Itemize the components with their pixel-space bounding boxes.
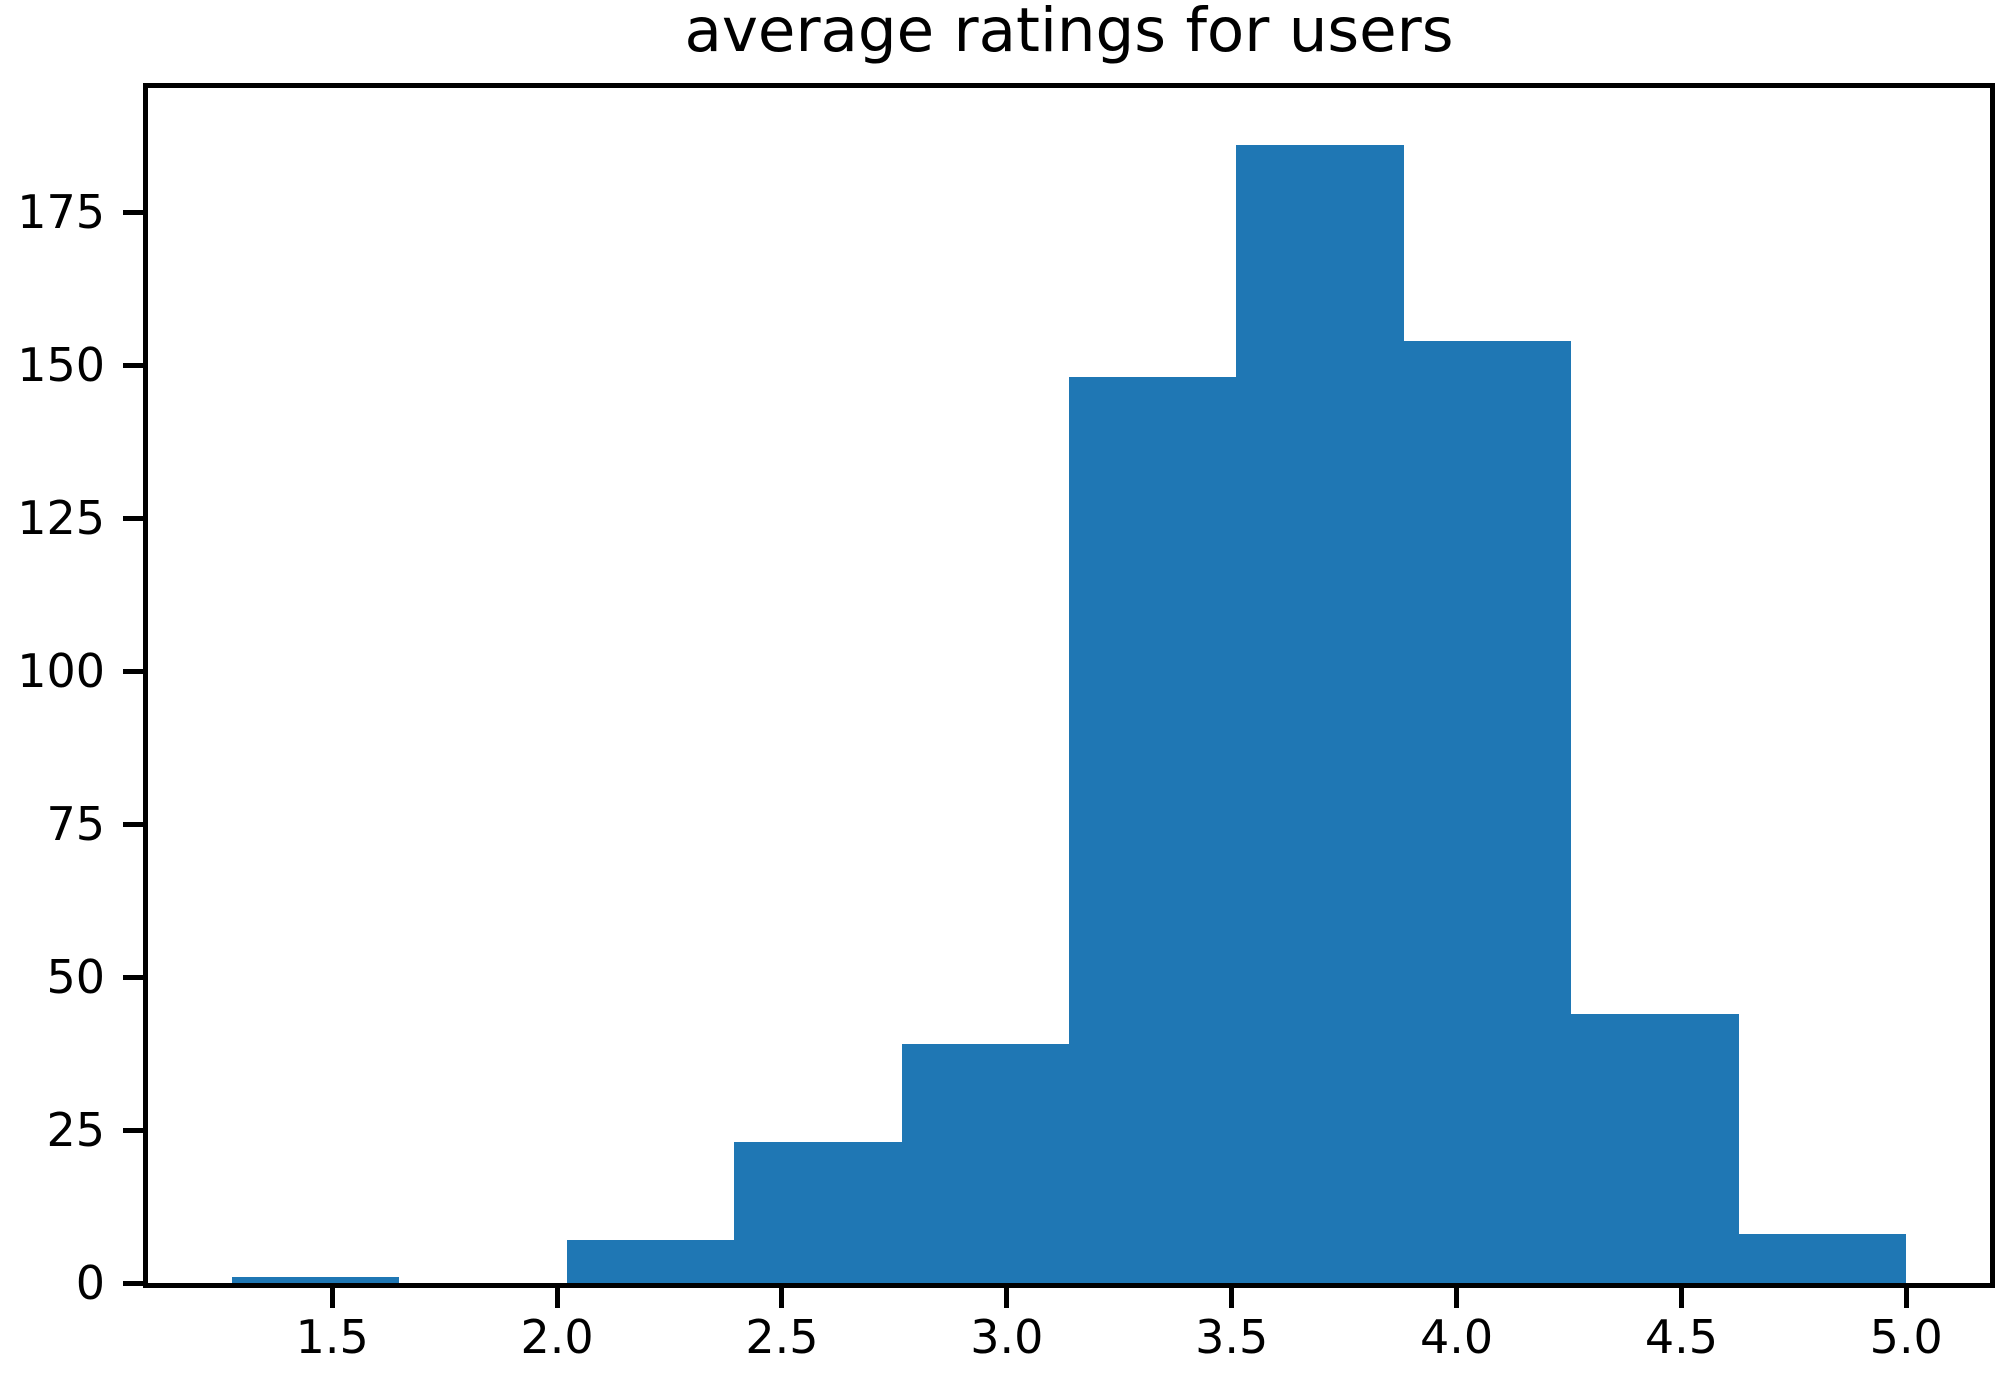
x-tick-label: 5.0	[1869, 1310, 1943, 1364]
chart-title: average ratings for users	[684, 0, 1454, 66]
y-tick-label: 150	[17, 338, 105, 393]
y-tick-label: 0	[75, 1256, 105, 1310]
x-tick-mark	[329, 1288, 335, 1308]
x-tick-label: 1.5	[295, 1310, 369, 1364]
histogram-bar	[901, 1044, 1070, 1283]
y-tick-mark	[123, 1127, 143, 1133]
x-tick-label: 3.0	[970, 1310, 1044, 1364]
y-tick-mark	[123, 362, 143, 368]
y-tick-label: 100	[17, 644, 105, 699]
x-tick-mark	[1903, 1288, 1909, 1308]
x-tick-mark	[1678, 1288, 1684, 1308]
y-tick-label: 25	[46, 1103, 105, 1158]
y-tick-mark	[123, 668, 143, 674]
y-tick-mark	[123, 1280, 143, 1286]
x-tick-label: 3.5	[1195, 1310, 1269, 1364]
plot-area	[143, 83, 1995, 1288]
x-tick-mark	[779, 1288, 785, 1308]
histogram-bar	[1738, 1234, 1907, 1283]
histogram-bar	[1571, 1013, 1739, 1283]
x-tick-mark	[1454, 1288, 1460, 1308]
y-tick-mark	[123, 209, 143, 215]
y-tick-mark	[123, 821, 143, 827]
y-tick-label: 175	[17, 185, 105, 240]
histogram-bar	[734, 1142, 902, 1283]
x-tick-mark	[554, 1288, 560, 1308]
y-tick-mark	[123, 974, 143, 980]
histogram-bar	[1403, 340, 1572, 1283]
histogram-bar	[1069, 377, 1237, 1283]
x-tick-label: 2.0	[520, 1310, 594, 1364]
x-tick-mark	[1004, 1288, 1010, 1308]
y-tick-label: 125	[17, 491, 105, 546]
x-tick-mark	[1229, 1288, 1235, 1308]
histogram-bar	[1236, 144, 1404, 1283]
x-tick-label: 4.0	[1419, 1310, 1494, 1364]
histogram-bar	[231, 1276, 400, 1283]
x-tick-label: 2.5	[745, 1310, 819, 1364]
y-tick-label: 50	[46, 950, 105, 1005]
y-tick-mark	[123, 515, 143, 521]
y-tick-label: 75	[46, 797, 105, 852]
x-tick-label: 4.5	[1644, 1310, 1718, 1364]
histogram-bar	[566, 1240, 735, 1283]
